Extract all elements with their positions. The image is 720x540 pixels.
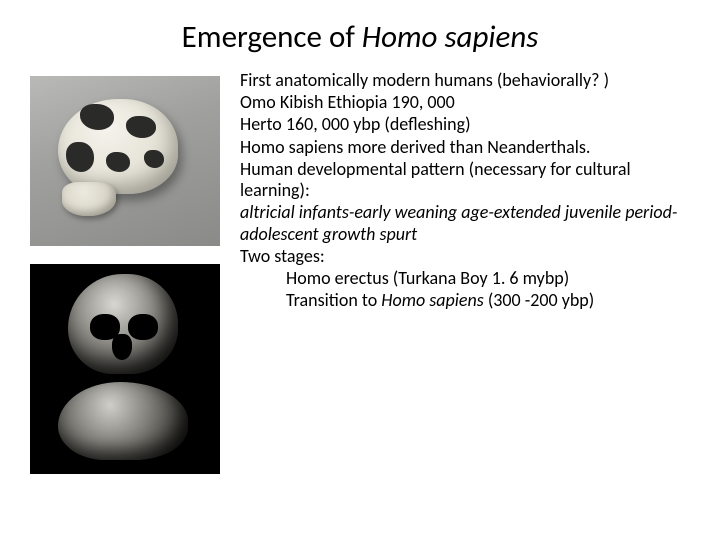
body-line-3: Homo sapiens more derived than Neanderth… (240, 137, 690, 158)
body-line-2: Herto 160, 000 ybp (defleshing) (240, 114, 690, 135)
image-column (30, 70, 230, 474)
text-run: Two stages: (240, 245, 325, 267)
text-run: Homo erectus (Turkana Boy 1. 6 mybp) (286, 267, 569, 289)
text-run: Homo sapiens (381, 289, 484, 311)
text-run: (300 -200 ybp) (484, 289, 594, 311)
herto-skull-image (30, 264, 220, 474)
content-row: First anatomically modern humans (behavi… (30, 70, 690, 474)
slide-title: Emergence of Homo sapiens (30, 18, 690, 56)
omo-kibish-skull-image (30, 76, 220, 246)
text-run: Transition to (286, 289, 381, 311)
text-run: Homo sapiens more derived than Neanderth… (240, 136, 590, 158)
skull-frontal-icon (68, 274, 178, 374)
body-line-7: Homo erectus (Turkana Boy 1. 6 mybp) (286, 268, 690, 289)
body-line-6: Two stages: (240, 246, 690, 267)
body-line-4: Human developmental pattern (necessary f… (240, 159, 690, 201)
body-line-0: First anatomically modern humans (behavi… (240, 70, 690, 91)
title-prefix: Emergence of (182, 18, 362, 56)
body-line-5: altricial infants-early weaning age-exte… (240, 202, 690, 244)
body-text: First anatomically modern humans (behavi… (230, 70, 690, 474)
text-run: altricial infants-early weaning age-exte… (240, 201, 677, 244)
body-line-1: Omo Kibish Ethiopia 190, 000 (240, 92, 690, 113)
text-run: Herto 160, 000 ybp (defleshing) (240, 113, 471, 135)
body-line-8: Transition to Homo sapiens (300 -200 ybp… (286, 290, 690, 311)
text-run: Omo Kibish Ethiopia 190, 000 (240, 91, 455, 113)
skull-reconstruction-icon (48, 94, 198, 224)
text-run: First anatomically modern humans (behavi… (240, 69, 609, 91)
slide: Emergence of Homo sapiens (0, 0, 720, 540)
skull-lateral-icon (58, 382, 188, 460)
title-italic: Homo sapiens (362, 18, 539, 56)
text-run: Human developmental pattern (necessary f… (240, 158, 631, 201)
